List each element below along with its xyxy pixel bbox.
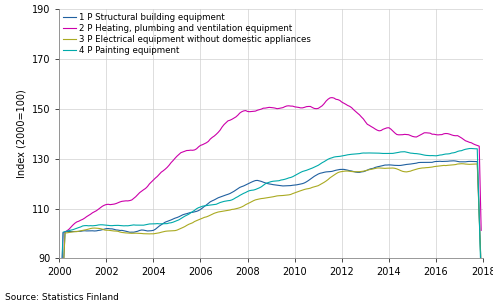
2 P Heating, plumbing and ventilation equipment: [329, 96, 335, 99]
4 P Painting equipment: [300, 170, 306, 173]
3 P Electrical equipment without domestic appliances: [300, 188, 306, 192]
4 P Painting equipment: [150, 222, 156, 226]
3 P Electrical equipment without domestic appliances: [458, 162, 464, 166]
Line: 4 P Painting equipment: 4 P Painting equipment: [59, 148, 481, 304]
1 P Structural building equipment: [300, 182, 306, 185]
1 P Structural building equipment: [414, 161, 420, 165]
1 P Structural building equipment: [162, 220, 168, 224]
3 P Electrical equipment without domestic appliances: [414, 167, 420, 171]
Text: Source: Statistics Finland: Source: Statistics Finland: [5, 293, 119, 302]
4 P Painting equipment: [162, 222, 168, 226]
4 P Painting equipment: [414, 152, 420, 155]
3 P Electrical equipment without domestic appliances: [296, 189, 302, 193]
1 P Structural building equipment: [478, 267, 484, 271]
4 P Painting equipment: [468, 147, 474, 150]
Line: 1 P Structural building equipment: 1 P Structural building equipment: [59, 161, 481, 304]
4 P Painting equipment: [478, 281, 484, 284]
4 P Painting equipment: [296, 171, 302, 175]
Line: 2 P Heating, plumbing and ventilation equipment: 2 P Heating, plumbing and ventilation eq…: [59, 98, 481, 304]
3 P Electrical equipment without domestic appliances: [478, 268, 484, 272]
2 P Heating, plumbing and ventilation equipment: [150, 178, 156, 182]
2 P Heating, plumbing and ventilation equipment: [300, 106, 306, 110]
Line: 3 P Electrical equipment without domestic appliances: 3 P Electrical equipment without domesti…: [59, 164, 481, 304]
1 P Structural building equipment: [150, 229, 156, 232]
2 P Heating, plumbing and ventilation equipment: [162, 168, 168, 171]
Y-axis label: Index (2000=100): Index (2000=100): [16, 89, 26, 178]
1 P Structural building equipment: [380, 164, 386, 168]
3 P Electrical equipment without domestic appliances: [162, 230, 168, 233]
3 P Electrical equipment without domestic appliances: [380, 166, 386, 170]
1 P Structural building equipment: [296, 183, 302, 186]
4 P Painting equipment: [380, 152, 386, 155]
2 P Heating, plumbing and ventilation equipment: [382, 127, 388, 130]
2 P Heating, plumbing and ventilation equipment: [478, 229, 484, 232]
2 P Heating, plumbing and ventilation equipment: [416, 134, 422, 138]
2 P Heating, plumbing and ventilation equipment: [296, 105, 302, 109]
Legend: 1 P Structural building equipment, 2 P Heating, plumbing and ventilation equipme: 1 P Structural building equipment, 2 P H…: [62, 12, 312, 56]
3 P Electrical equipment without domestic appliances: [150, 232, 156, 236]
1 P Structural building equipment: [451, 159, 457, 163]
